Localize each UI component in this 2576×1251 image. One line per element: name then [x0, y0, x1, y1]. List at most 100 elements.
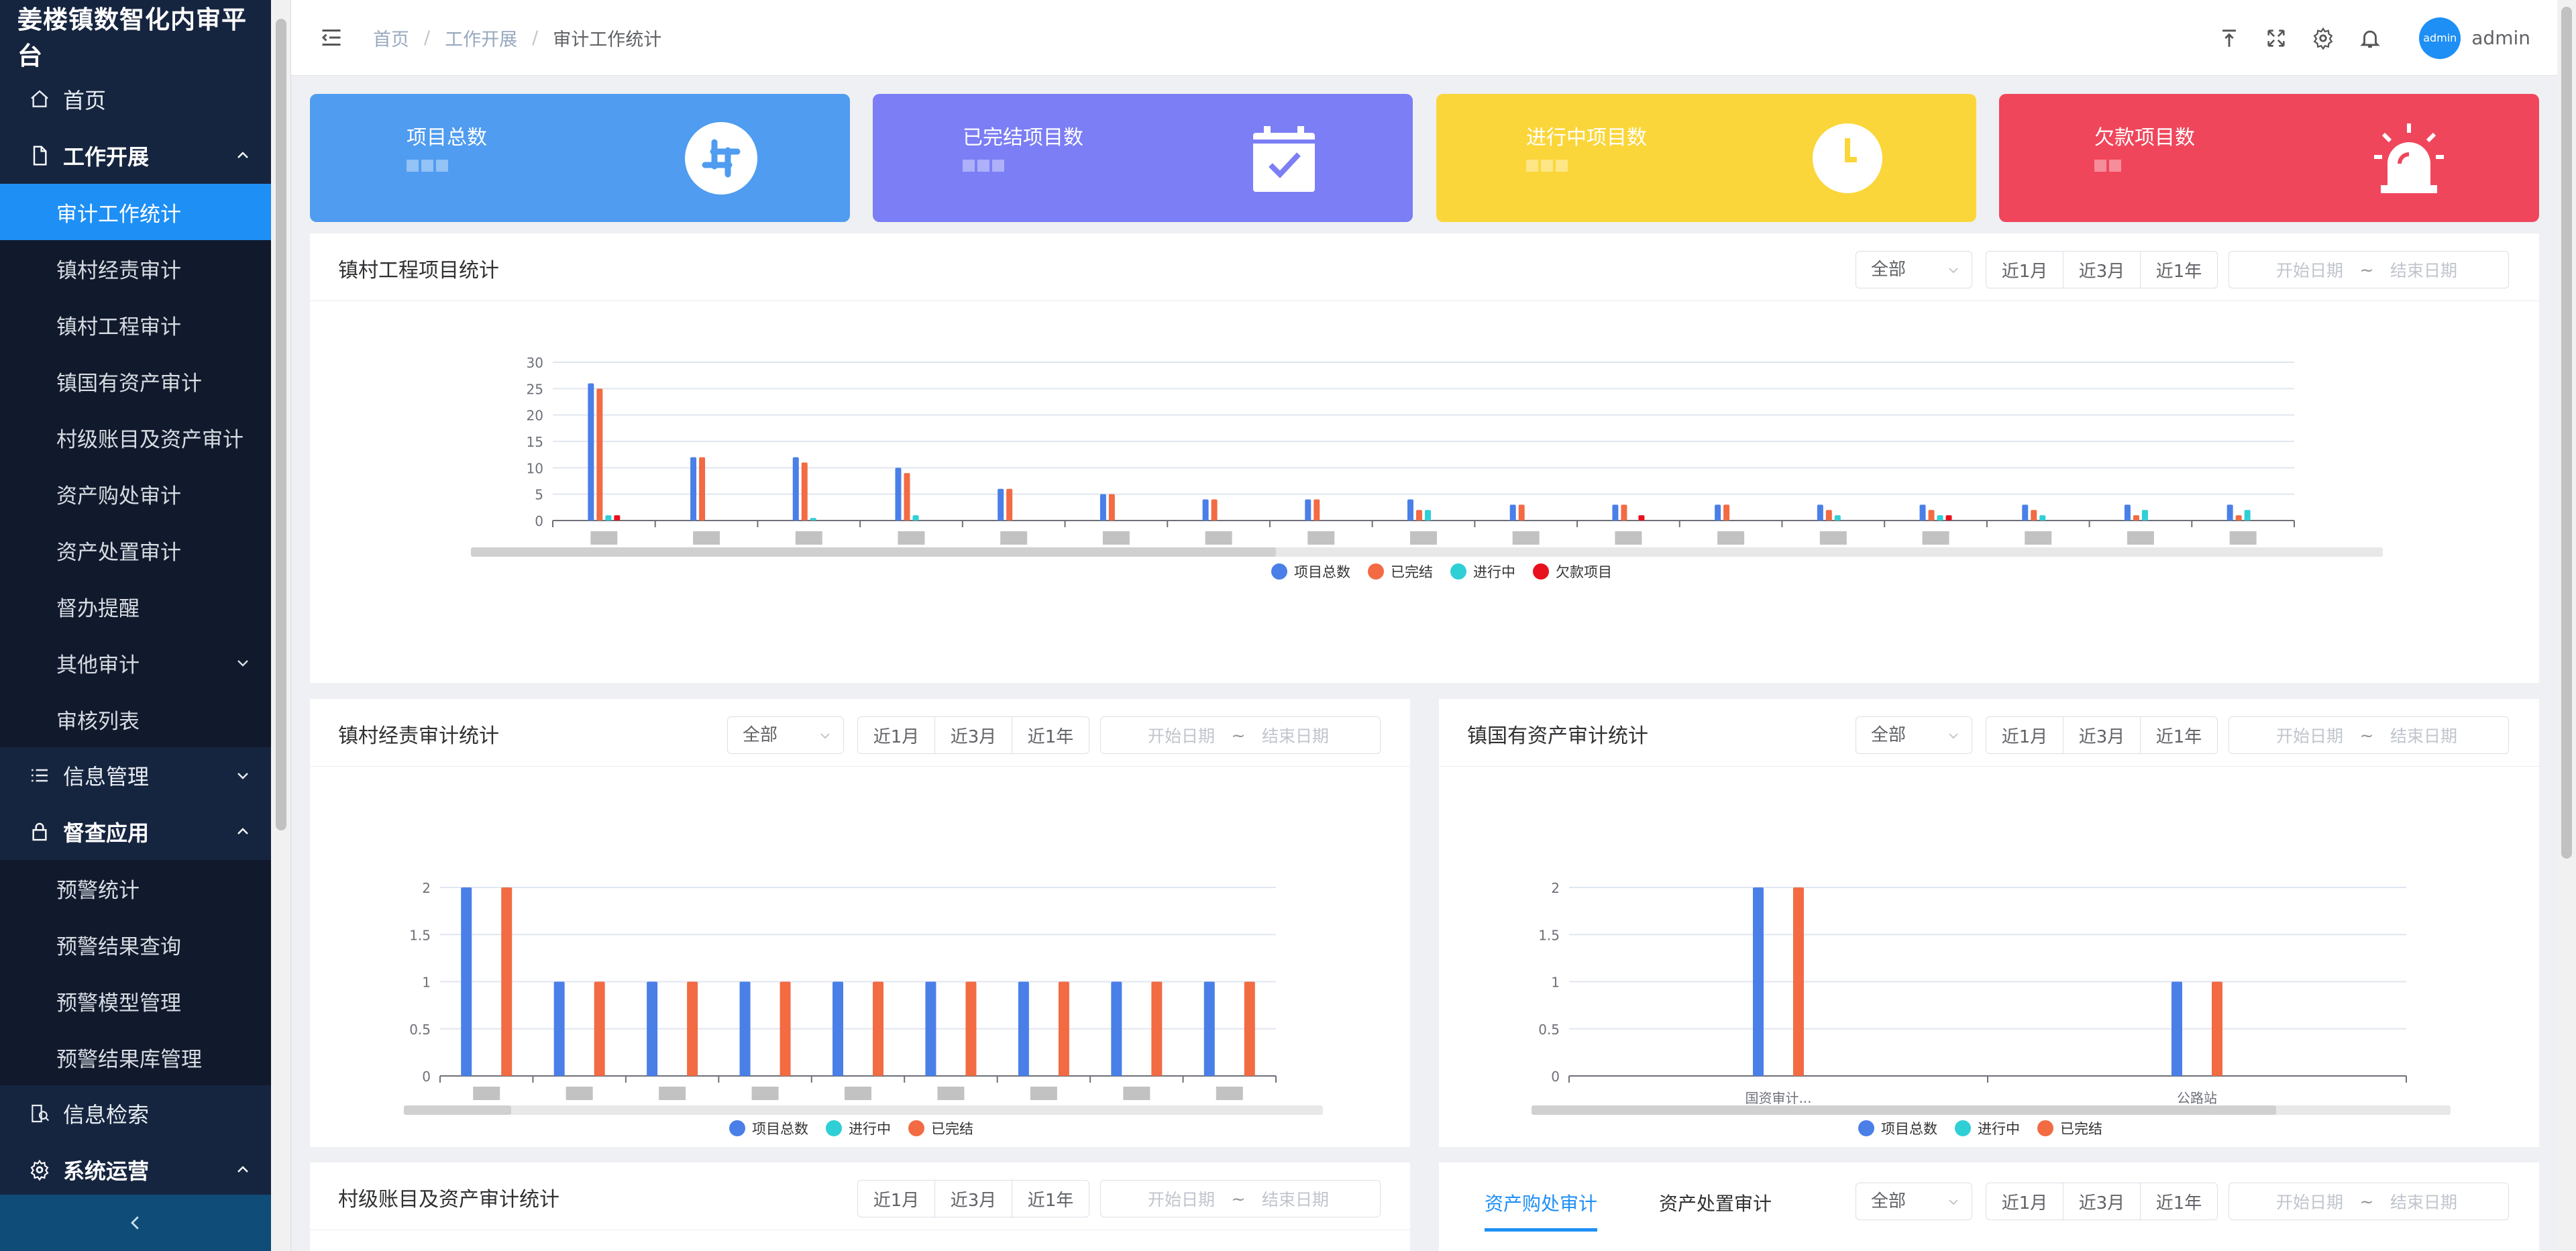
menu-fold-icon[interactable]: [319, 25, 343, 50]
sidebar-item[interactable]: 村级账目及资产审计: [0, 409, 271, 466]
scope-select[interactable]: 全部: [727, 716, 844, 754]
sidebar-item[interactable]: 预警模型管理: [0, 973, 271, 1029]
legend-marker: [729, 1120, 745, 1136]
start-date-input[interactable]: 开始日期: [2275, 726, 2343, 746]
date-range-picker[interactable]: 开始日期 ~ 结束日期: [1100, 716, 1381, 754]
date-range-picker[interactable]: 开始日期 ~ 结束日期: [2229, 251, 2509, 288]
stat-card-value-redacted: [2094, 160, 2152, 186]
end-date-input[interactable]: 结束日期: [2390, 261, 2458, 280]
scope-select[interactable]: 全部: [1856, 1183, 1972, 1220]
sidebar-item-label: 村级账目及资产审计: [56, 427, 244, 452]
range-3m-button[interactable]: 近3月: [2063, 716, 2141, 754]
scope-select[interactable]: 全部: [1856, 251, 1972, 288]
bar-项目总数: [647, 981, 658, 1076]
bar-已完结: [2031, 510, 2037, 521]
range-1m-button[interactable]: 近1月: [857, 1180, 935, 1217]
range-1m-button[interactable]: 近1月: [857, 716, 935, 754]
username[interactable]: admin: [2471, 27, 2530, 49]
fullscreen-icon[interactable]: [2265, 27, 2288, 50]
range-1m-button[interactable]: 近1月: [1986, 716, 2063, 754]
range-buttons: 近1月 近3月 近1年: [1986, 251, 2218, 288]
page-scroll-thumb[interactable]: [2561, 7, 2572, 859]
x-tick-label-redacted: [898, 531, 925, 545]
panel-village: 村级账目及资产审计统计 近1月 近3月 近1年 开始日期 ~ 结束日期: [310, 1162, 1410, 1251]
sidebar-item[interactable]: 信息检索: [0, 1085, 271, 1142]
sidebar-item[interactable]: 信息管理: [0, 747, 271, 804]
sidebar-item[interactable]: 资产购处审计: [0, 466, 271, 522]
breadcrumb-item-work[interactable]: 工作开展: [445, 29, 518, 50]
sidebar-item[interactable]: 其他审计: [0, 635, 271, 691]
sidebar-item[interactable]: 工作开展: [0, 127, 271, 184]
tab-asset-disposal[interactable]: 资产处置审计: [1659, 1193, 1772, 1215]
sidebar-item[interactable]: 镇村工程审计: [0, 296, 271, 353]
sidebar-item-label: 首页: [63, 88, 107, 113]
range-3m-button[interactable]: 近3月: [934, 716, 1012, 754]
date-range-picker[interactable]: 开始日期 ~ 结束日期: [1100, 1180, 1381, 1217]
search-doc-icon: [28, 1102, 51, 1125]
date-range-picker[interactable]: 开始日期 ~ 结束日期: [2229, 1183, 2509, 1220]
sidebar-item[interactable]: 预警结果查询: [0, 916, 271, 973]
chevron-down-icon: [237, 660, 248, 667]
range-3m-button[interactable]: 近3月: [2063, 1183, 2141, 1220]
sidebar-item[interactable]: 预警结果库管理: [0, 1029, 271, 1085]
start-date-input[interactable]: 开始日期: [1147, 1190, 1215, 1209]
page-scrollbar[interactable]: [2557, 0, 2576, 1251]
legend-marker: [1368, 563, 1384, 580]
back-to-top-icon[interactable]: [2218, 27, 2241, 50]
zoom-slider-handle: [404, 1105, 511, 1115]
sidebar-scrollbar[interactable]: [271, 0, 291, 1251]
sidebar-item[interactable]: 镇国有资产审计: [0, 353, 271, 409]
start-date-input[interactable]: 开始日期: [2275, 1193, 2343, 1212]
range-1m-button[interactable]: 近1月: [1986, 251, 2063, 288]
scope-select[interactable]: 全部: [1856, 716, 1972, 754]
bar-项目总数: [792, 457, 799, 521]
range-1y-button[interactable]: 近1年: [2140, 1183, 2218, 1220]
sidebar-item[interactable]: 系统运营: [0, 1142, 271, 1198]
sidebar-item[interactable]: 资产处置审计: [0, 522, 271, 578]
end-date-input[interactable]: 结束日期: [2390, 726, 2458, 746]
end-date-input[interactable]: 结束日期: [2390, 1193, 2458, 1212]
stat-card-arrears[interactable]: 欠款项目数: [1999, 94, 2539, 222]
range-1y-button[interactable]: 近1年: [1012, 716, 1089, 754]
list-icon: [28, 764, 51, 787]
bell-icon[interactable]: [2359, 27, 2381, 50]
range-1y-button[interactable]: 近1年: [1012, 1180, 1089, 1217]
sidebar-item[interactable]: 镇村经责审计: [0, 240, 271, 296]
bar-已完结: [965, 981, 977, 1076]
sidebar-item[interactable]: 审计工作统计: [0, 184, 271, 240]
range-1y-button[interactable]: 近1年: [2140, 716, 2218, 754]
x-tick-label-redacted: [1123, 1087, 1150, 1100]
end-date-input[interactable]: 结束日期: [1262, 1190, 1330, 1209]
avatar[interactable]: admin: [2419, 17, 2461, 59]
stat-card-completed[interactable]: 已完结项目数: [873, 94, 1413, 222]
range-3m-button[interactable]: 近3月: [2063, 251, 2141, 288]
sidebar-item[interactable]: 首页: [0, 71, 271, 127]
sidebar-item[interactable]: 审核列表: [0, 691, 271, 747]
start-date-input[interactable]: 开始日期: [1147, 726, 1215, 746]
range-3m-button[interactable]: 近3月: [934, 1180, 1012, 1217]
bar-进行中: [912, 515, 919, 521]
settings-icon[interactable]: [2312, 27, 2334, 50]
sidebar-item[interactable]: 督办提醒: [0, 578, 271, 635]
x-tick-label: 公路站: [2177, 1090, 2217, 1106]
bar-项目总数: [925, 981, 936, 1076]
end-date-input[interactable]: 结束日期: [1262, 726, 1330, 746]
y-tick-label: 1: [422, 975, 431, 991]
sidebar-scroll-thumb[interactable]: [276, 19, 286, 830]
range-1m-button[interactable]: 近1月: [1986, 1183, 2063, 1220]
start-date-input[interactable]: 开始日期: [2275, 261, 2343, 280]
tab-asset-purchase[interactable]: 资产购处审计: [1485, 1189, 1598, 1232]
date-range-picker[interactable]: 开始日期 ~ 结束日期: [2229, 716, 2509, 754]
sidebar-item[interactable]: 预警统计: [0, 860, 271, 916]
sidebar-item[interactable]: 督查应用: [0, 804, 271, 860]
collapse-sidebar-button[interactable]: [0, 1195, 271, 1251]
y-tick-label: 25: [527, 381, 543, 397]
stat-card-label: 进行中项目数: [1526, 126, 1647, 150]
legend-marker: [1955, 1120, 1971, 1136]
y-tick-label: 2: [1551, 880, 1560, 896]
stat-card-in-progress[interactable]: 进行中项目数: [1436, 94, 1976, 222]
range-1y-button[interactable]: 近1年: [2140, 251, 2218, 288]
stat-card-total[interactable]: 项目总数: [310, 94, 850, 222]
breadcrumb-item-home[interactable]: 首页: [373, 29, 409, 50]
chevron-up-icon: [237, 152, 248, 158]
